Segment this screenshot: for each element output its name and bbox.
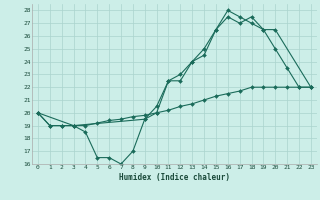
X-axis label: Humidex (Indice chaleur): Humidex (Indice chaleur) (119, 173, 230, 182)
